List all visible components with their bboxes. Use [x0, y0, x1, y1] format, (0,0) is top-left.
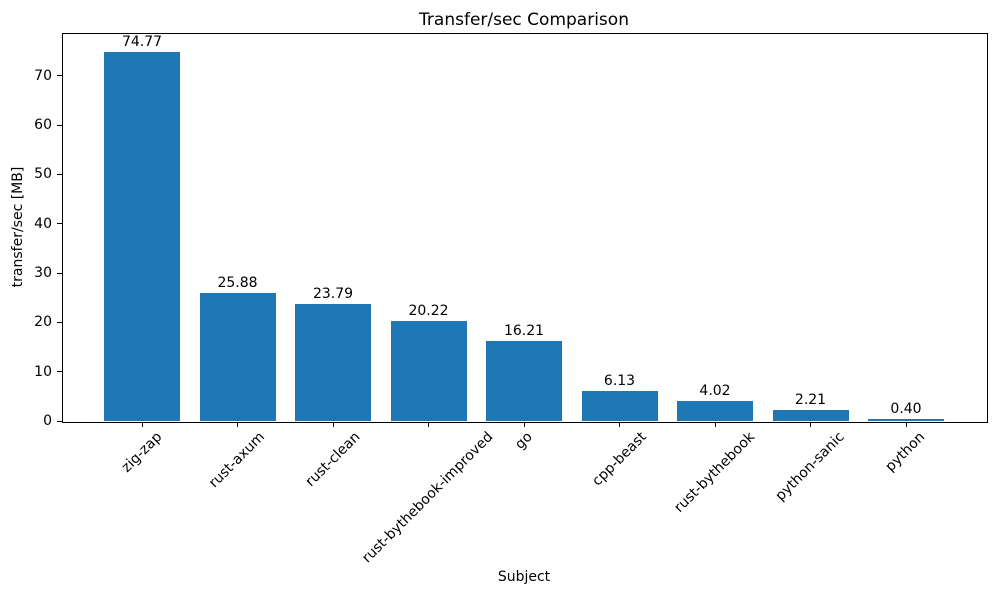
bar — [868, 419, 944, 421]
y-tick-label: 70 — [34, 67, 52, 84]
y-tick-mark — [57, 124, 62, 126]
x-tick-label: go — [512, 429, 536, 453]
y-tick-label: 0 — [43, 413, 52, 429]
y-tick-mark — [57, 223, 62, 225]
bar — [199, 293, 276, 421]
y-tick-mark — [57, 321, 62, 323]
x-tick-mark — [523, 422, 525, 427]
x-tick-mark — [905, 422, 907, 427]
x-tick-mark — [619, 422, 620, 427]
bar-value-label: 20.22 — [408, 303, 449, 320]
y-tick-label: 20 — [34, 314, 52, 331]
bar-value-label: 25.88 — [217, 275, 258, 292]
x-tick-mark — [332, 422, 334, 427]
bar — [390, 321, 467, 421]
x-axis-label: Subject — [497, 569, 551, 585]
bar-value-label: 4.02 — [699, 383, 731, 400]
bar-value-label: 74.77 — [121, 34, 163, 51]
bar — [677, 401, 753, 421]
x-tick-label: python-sanic — [772, 429, 849, 505]
x-tick-label: python — [882, 429, 929, 475]
x-tick-label: zig-zap — [118, 429, 165, 476]
y-tick-mark — [57, 75, 62, 77]
y-tick-label: 30 — [34, 265, 52, 282]
x-tick-label: rust-bythebook-improved — [359, 429, 497, 567]
y-tick-label: 60 — [34, 117, 52, 134]
y-tick-label: 10 — [34, 363, 52, 380]
bar — [581, 390, 658, 421]
y-tick-mark — [57, 272, 62, 274]
x-tick-label: rust-axum — [206, 429, 269, 492]
bar — [772, 410, 849, 421]
bar-value-label: 6.13 — [603, 372, 636, 389]
x-tick-mark — [714, 422, 716, 427]
x-tick-mark — [237, 422, 238, 427]
y-tick-mark — [57, 173, 62, 175]
bar — [295, 303, 371, 421]
bar — [486, 341, 562, 421]
x-tick-label: rust-clean — [302, 429, 364, 490]
x-tick-mark — [810, 422, 811, 427]
bar-value-label: 0.40 — [890, 401, 922, 418]
y-tick-label: 50 — [34, 166, 52, 183]
x-tick-label: rust-bythebook — [671, 429, 758, 516]
y-tick-mark — [57, 371, 62, 373]
y-tick-mark — [57, 420, 62, 422]
chart-title: Transfer/sec Comparison — [419, 10, 629, 30]
bar — [104, 52, 180, 421]
x-tick-label: cpp-beast — [589, 429, 650, 490]
bar-value-label: 16.21 — [503, 323, 545, 340]
x-tick-mark — [141, 422, 143, 427]
bar-value-label: 2.21 — [794, 392, 827, 409]
x-tick-mark — [428, 422, 429, 427]
bar-value-label: 23.79 — [312, 285, 354, 302]
y-tick-label: 40 — [34, 215, 52, 232]
